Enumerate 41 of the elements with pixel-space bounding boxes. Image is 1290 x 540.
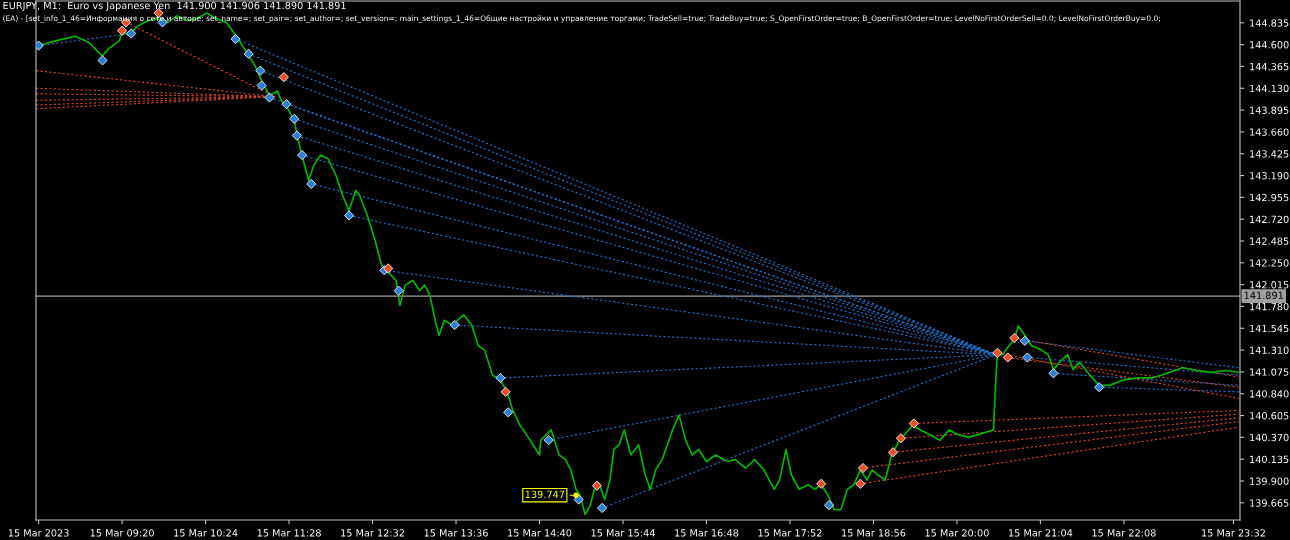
y-tick-label: 143.895 [1250,106,1289,114]
y-tick-label: 142.720 [1250,215,1289,224]
y-tick-label: 141.545 [1250,324,1289,333]
ref-line-label: 141.891 [1244,291,1283,299]
y-tick-label: 144.130 [1250,84,1289,93]
y-tick-label: 144.835 [1250,19,1289,27]
y-tick-label: 142.955 [1250,193,1289,202]
x-tick-label: 15 Mar 09:20 [90,529,154,537]
x-tick-label: 15 Mar 23:32 [1202,529,1265,537]
x-tick-label: 15 Mar 16:48 [675,529,739,537]
x-tick-label: 15 Mar 17:52 [758,529,822,537]
y-tick-label: 143.190 [1250,172,1289,180]
x-tick-label: 15 Mar 2023 [8,529,69,537]
x-tick-label: 15 Mar 13:36 [424,529,488,537]
y-tick-label: 140.605 [1250,412,1289,420]
x-tick-label: 15 Mar 22:08 [1092,529,1156,537]
x-tick-label: 15 Mar 18:56 [842,529,906,537]
y-tick-label: 141.310 [1250,346,1289,354]
x-tick-label: 15 Mar 12:32 [341,529,405,537]
y-tick-label: 144.600 [1250,41,1289,49]
y-tick-label: 140.370 [1250,433,1289,442]
y-tick-label: 143.425 [1250,150,1289,158]
x-tick-label: 15 Mar 15:44 [591,529,655,537]
x-tick-label: 15 Mar 10:24 [174,529,238,537]
x-tick-label: 15 Mar 11:28 [257,529,321,537]
y-tick-label: 144.365 [1250,62,1289,71]
y-tick-label: 140.840 [1250,390,1289,398]
y-tick-label: 139.665 [1250,499,1289,507]
y-tick-label: 140.135 [1250,455,1289,464]
annotation: 139.747 [525,490,565,499]
y-tick-label: 142.015 [1250,281,1289,289]
y-tick-label: 142.250 [1250,259,1289,267]
chart-title: EURJPY, M1: Euro vs Japanese Yen 141.900 141.906 141.890 141.891 [3,1,346,12]
y-tick-label: 142.485 [1250,237,1289,245]
y-tick-label: 143.660 [1250,128,1289,136]
y-tick-label: 141.780 [1250,302,1289,311]
x-tick-label: 15 Mar 20:00 [925,529,989,537]
x-tick-label: 15 Mar 21:04 [1009,529,1073,537]
y-tick-label: 141.075 [1250,368,1289,376]
x-tick-label: 15 Mar 14:40 [508,529,572,537]
y-tick-label: 139.900 [1250,477,1289,485]
